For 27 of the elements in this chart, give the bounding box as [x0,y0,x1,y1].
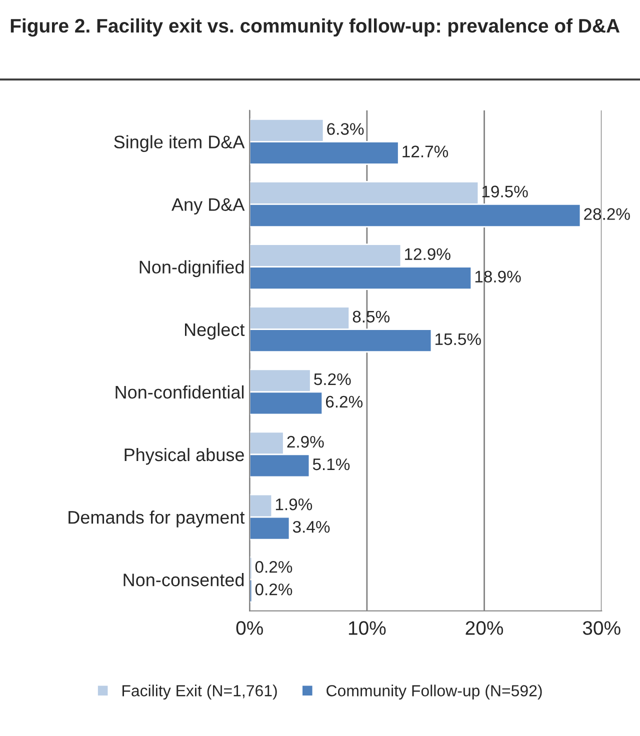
y-tick-label: Single item D&A [114,135,245,152]
data-label: 3.4% [292,520,330,533]
data-label: 1.9% [276,498,312,510]
y-tick-label: Non-consented [124,573,244,586]
data-label: 15.5% [436,333,481,346]
data-label: 0.2% [255,561,292,573]
x-tick-label: 0% [236,621,263,635]
legend-label: Community Follow-up (N=592) [326,684,542,700]
y-tick-label: Any D&A [172,198,245,215]
y-tick-label: Neglect [185,322,245,340]
x-tick-label: 10% [348,621,386,635]
data-label: 5.1% [312,458,350,470]
legend-label: Facility Exit (N=1,761) [122,684,277,700]
data-label: 6.3% [327,123,364,135]
chart-title: Figure 2. Facility exit vs. community follow-up: prevalence of D&A [10,18,620,37]
x-tick-label: 30% [582,621,620,635]
y-tick-label: Physical abuse [124,448,244,465]
data-label: 6.2% [326,396,363,408]
y-tick-label: Demands for payment [68,510,245,528]
data-label: 12.9% [405,248,450,260]
data-label: 0.2% [255,584,292,596]
data-label: 12.7% [402,146,448,158]
data-label: 2.9% [287,436,324,448]
data-label: 5.2% [314,373,351,386]
y-tick-label: Non-dignified [140,260,244,278]
y-tick-label: Non-confidential [116,385,244,399]
x-tick-label: 20% [466,621,504,635]
